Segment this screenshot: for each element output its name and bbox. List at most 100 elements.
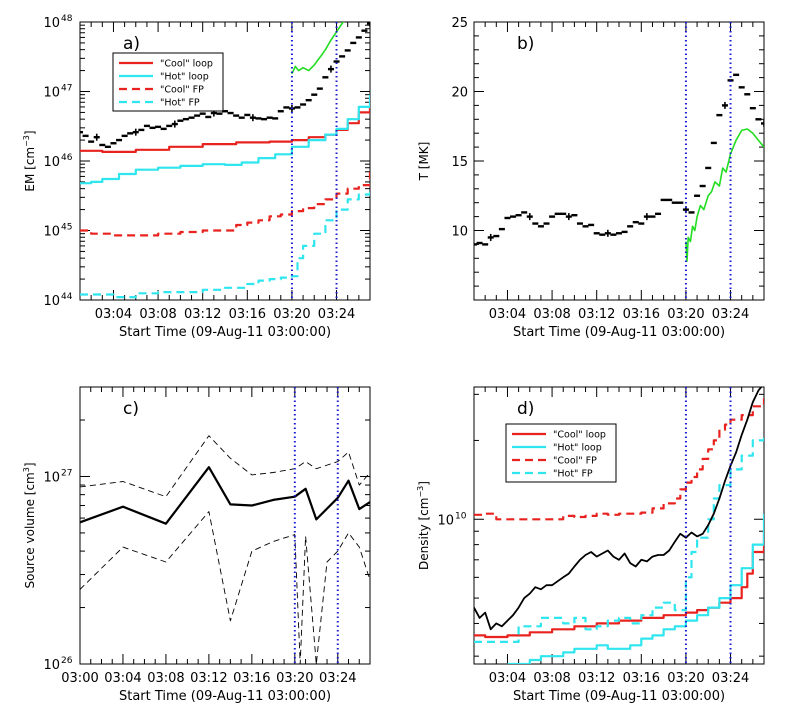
panel-b-marker-bar — [646, 213, 648, 221]
panel-a-marker — [255, 117, 262, 120]
panel-b-marker — [543, 222, 550, 225]
panel-a-marker — [80, 130, 83, 134]
panel-a-marker-bar — [252, 114, 254, 122]
panel-b-marker — [694, 194, 701, 197]
panel-d-series-0 — [474, 531, 764, 639]
panel-b-xlabel: Start Time (09-Aug-11 03:00:00) — [513, 325, 725, 340]
panel-a-xtick-label: 03:16 — [229, 307, 266, 322]
panel-c-ylabel: Source volume [cm3] — [22, 462, 37, 588]
panel-d-xtick-label: 03:24 — [712, 671, 749, 686]
panel-a-marker — [110, 142, 117, 145]
panel-c-ytick-exp: 26 — [61, 656, 73, 666]
panel-a-marker — [116, 138, 123, 142]
panel-a-ytick-label: 10 — [43, 86, 60, 101]
panel-d-series-3 — [474, 434, 764, 643]
panel-a-xlabel: Start Time (09-Aug-11 03:00:00) — [119, 325, 331, 340]
panel-a-marker — [238, 116, 245, 119]
panel-b-marker — [549, 215, 556, 218]
panel-b-marker — [560, 212, 567, 216]
panel-a-marker — [311, 93, 318, 96]
panel-a-marker — [227, 111, 234, 115]
panel-b-marker — [710, 141, 717, 145]
panel-b-xtick-label: 03:24 — [712, 307, 749, 322]
panel-b-marker — [582, 225, 589, 228]
panel-d-legend-label: "Cool" FP — [553, 456, 597, 467]
panel-a-ytick-base: 10 — [43, 155, 60, 170]
panel-a-marker — [300, 103, 307, 106]
panel-b-marker — [649, 215, 656, 218]
panel-a-xtick-label: 03:20 — [273, 307, 310, 322]
panel-b-marker — [537, 225, 544, 228]
panel-a-marker-bar — [330, 65, 332, 73]
panel-c-ytick-base: 10 — [43, 470, 60, 485]
panel-a-marker — [339, 55, 346, 58]
panel-b-marker — [476, 241, 483, 245]
panel-c-xtick-label: 03:24 — [319, 671, 356, 686]
panel-b-xtick-label: 03:12 — [578, 307, 615, 322]
panel-b-marker — [493, 234, 500, 238]
panel-a-marker — [104, 145, 111, 149]
panel-a-ytick-exp: 47 — [61, 84, 72, 94]
panel-b-marker — [482, 243, 489, 246]
panel-a-marker — [149, 126, 156, 130]
panel-b-plot-area — [474, 73, 764, 262]
panel-a-marker — [316, 87, 323, 90]
panel-b-marker — [599, 233, 606, 236]
panel-b-marker — [749, 106, 756, 110]
panel-c-plot-area — [80, 435, 370, 664]
panel-a-xtick-label: 03:08 — [139, 307, 176, 322]
panel-c-xtick-label: 03:04 — [104, 671, 141, 686]
panel-b-marker — [510, 215, 517, 218]
panel-b-frame — [473, 21, 765, 301]
panel-a-marker — [205, 115, 212, 119]
panel-b-marker — [744, 93, 751, 96]
panel-a-marker — [244, 113, 251, 117]
panel-d-series-4 — [474, 387, 763, 631]
panel-a-legend-label: "Cool" loop — [160, 59, 213, 70]
panel-a-marker — [266, 116, 273, 119]
panel-a-marker — [160, 127, 167, 131]
panel-d-xtick-label: 03:12 — [578, 671, 615, 686]
panel-c-series-1 — [80, 435, 370, 498]
panel-a-marker — [277, 110, 284, 113]
panel-a-marker — [350, 41, 357, 45]
panel-a-marker — [88, 140, 95, 143]
panel-a-ytick-base: 10 — [43, 16, 60, 31]
panel-b-series-0 — [685, 128, 764, 262]
panel-d-label: d) — [517, 399, 534, 419]
panel-b-marker — [498, 227, 505, 231]
panel-a-xtick-label: 03:24 — [318, 307, 355, 322]
panel-b-marker — [632, 220, 639, 224]
panel-b-marker — [474, 243, 477, 246]
panel-b-marker — [761, 122, 764, 125]
panel-b-marker — [699, 184, 706, 188]
panel-a-legend-label: "Hot" FP — [160, 98, 200, 109]
panel-a-marker — [222, 110, 228, 113]
panel-b-ytick-label: 20 — [451, 86, 468, 101]
panel-b-marker — [738, 86, 745, 89]
panel-b-marker — [716, 113, 723, 117]
panel-b-marker — [666, 198, 673, 202]
panel-a-ytick-exp: 45 — [61, 223, 72, 233]
panel-b-marker-bar — [489, 233, 492, 241]
panel-b-marker — [727, 79, 734, 82]
panel-d-xtick-label: 03:20 — [667, 671, 704, 686]
panel-c-xtick-label: 03:20 — [276, 671, 313, 686]
panel-b-marker — [571, 214, 578, 217]
panel-d-ytick-base: 10 — [437, 513, 454, 528]
panel-c-xtick-label: 03:12 — [190, 671, 227, 686]
panel-b-marker — [705, 166, 712, 170]
panel-b-marker-bar — [528, 213, 531, 221]
panel-b-xtick-label: 03:20 — [667, 307, 704, 322]
panel-c-ytick-exp: 27 — [61, 468, 72, 478]
panel-a-marker — [355, 36, 362, 39]
panel-a-marker — [233, 114, 240, 117]
panel-b-marker-bar — [763, 119, 764, 127]
panel-a-marker-bar — [174, 120, 176, 128]
panel-b-marker — [504, 216, 511, 220]
panel-b-ytick-label: 10 — [451, 225, 468, 240]
panel-a-marker — [143, 124, 150, 128]
panel-c-xtick-label: 03:08 — [147, 671, 184, 686]
panel-c-xlabel: Start Time (09-Aug-11 03:00:00) — [119, 689, 331, 704]
panel-b-temperature: 03:04 03:08 03:12 03:16 03:20 03:24 10 15 20 25 St… — [417, 16, 765, 340]
